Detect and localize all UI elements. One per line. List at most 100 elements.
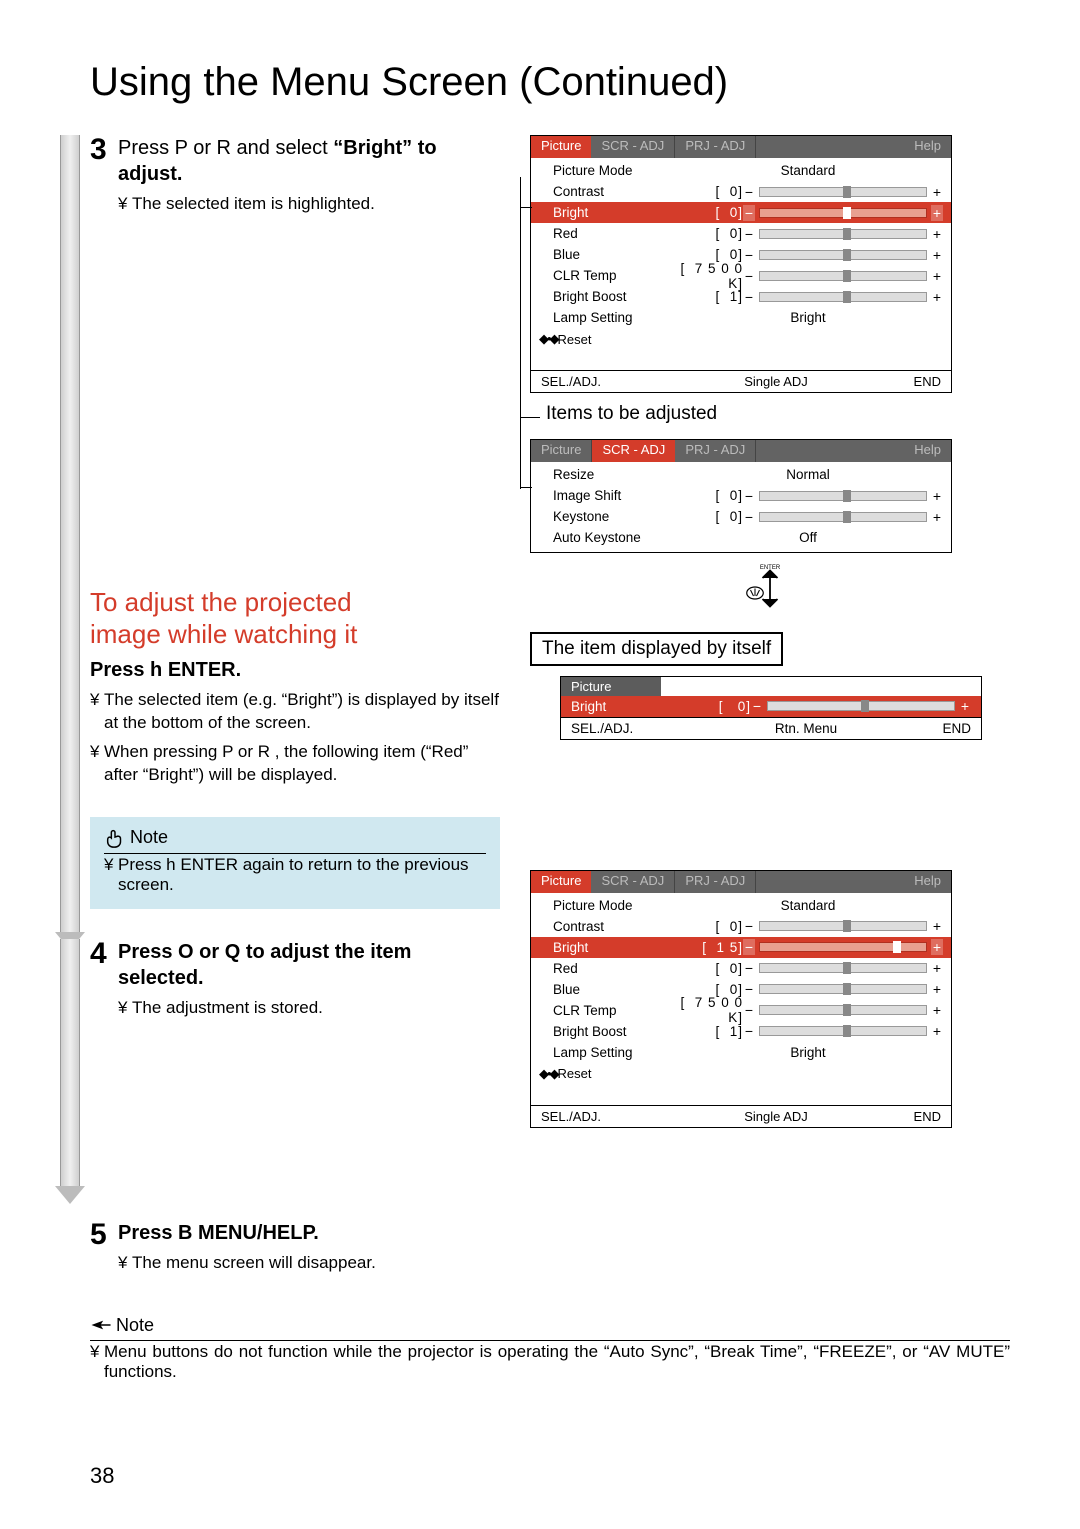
plus-icon[interactable]: + [931,1002,943,1018]
menu-tab[interactable]: PRJ - ADJ [675,440,756,462]
slider-handle[interactable] [843,490,851,502]
minus-icon[interactable]: − [751,698,763,714]
slider-handle[interactable] [843,249,851,261]
slider-handle[interactable] [843,270,851,282]
slider[interactable]: −+ [743,981,943,997]
reset-row[interactable]: ◆•◆Reset [539,328,943,350]
slider[interactable]: − + [751,698,971,714]
slider-bar[interactable] [767,701,955,711]
minus-icon[interactable]: − [743,960,755,976]
menu-row[interactable]: Auto KeystoneOff [539,527,943,548]
menu-row[interactable]: Bright Boost[ 1]−+ [539,1021,943,1042]
slider-bar[interactable] [759,1026,927,1036]
slider-handle[interactable] [843,920,851,932]
slider[interactable]: −+ [743,960,943,976]
minus-icon[interactable]: − [743,268,755,284]
slider[interactable]: −+ [743,509,943,525]
slider[interactable]: −+ [743,205,943,221]
menu-row[interactable]: CLR Temp[ 7 5 0 0 K]−+ [539,265,943,286]
slider-bar[interactable] [759,229,927,239]
slider[interactable]: −+ [743,939,943,955]
slider[interactable]: −+ [743,1023,943,1039]
slider[interactable]: −+ [743,488,943,504]
slider-handle[interactable] [843,511,851,523]
minus-icon[interactable]: − [743,1023,755,1039]
slider-bar[interactable] [759,921,927,931]
menu-row[interactable]: Picture ModeStandard [539,160,943,181]
menu-tab[interactable]: PRJ - ADJ [675,871,756,893]
plus-icon[interactable]: + [931,226,943,242]
plus-icon[interactable]: + [931,1023,943,1039]
slider[interactable]: −+ [743,918,943,934]
slider-bar[interactable] [759,208,927,218]
reset-row[interactable]: ◆•◆Reset [539,1063,943,1085]
slider[interactable]: −+ [743,1002,943,1018]
plus-icon[interactable]: + [931,960,943,976]
slider-handle[interactable] [843,983,851,995]
minus-icon[interactable]: − [743,981,755,997]
plus-icon[interactable]: + [931,205,943,221]
menu-row[interactable]: Lamp SettingBright [539,1042,943,1063]
minus-icon[interactable]: − [743,247,755,263]
slider-handle[interactable] [843,186,851,198]
slider[interactable]: −+ [743,247,943,263]
menu-tab[interactable]: Picture [531,136,591,158]
minus-icon[interactable]: − [743,184,755,200]
slider-bar[interactable] [759,187,927,197]
menu-tab[interactable]: SCR - ADJ [591,871,675,893]
plus-icon[interactable]: + [931,247,943,263]
plus-icon[interactable]: + [959,698,971,714]
menu-row[interactable]: Image Shift[ 0]−+ [539,485,943,506]
menu-tab[interactable]: Help [904,440,951,462]
menu-row[interactable]: Red[ 0]−+ [539,958,943,979]
minus-icon[interactable]: − [743,918,755,934]
minus-icon[interactable]: − [743,509,755,525]
plus-icon[interactable]: + [931,184,943,200]
slider-bar[interactable] [759,250,927,260]
slider-handle[interactable] [843,207,851,219]
minus-icon[interactable]: − [743,488,755,504]
minus-icon[interactable]: − [743,226,755,242]
menu-tab[interactable]: PRJ - ADJ [675,136,756,158]
slider-bar[interactable] [759,942,927,952]
minus-icon[interactable]: − [743,205,755,221]
slider-handle[interactable] [861,700,869,712]
slider-handle[interactable] [843,291,851,303]
slider-handle[interactable] [843,1004,851,1016]
slider[interactable]: −+ [743,226,943,242]
plus-icon[interactable]: + [931,981,943,997]
slider-bar[interactable] [759,292,927,302]
menu-row-highlight[interactable]: Bright[ 0]−+ [531,202,951,223]
menu-row[interactable]: Contrast[ 0]−+ [539,181,943,202]
menu-row[interactable]: Picture ModeStandard [539,895,943,916]
slider-bar[interactable] [759,984,927,994]
plus-icon[interactable]: + [931,268,943,284]
slider-handle[interactable] [843,962,851,974]
menu-row[interactable]: Red[ 0]−+ [539,223,943,244]
plus-icon[interactable]: + [931,488,943,504]
slider-handle[interactable] [843,228,851,240]
slider-handle[interactable] [843,1025,851,1037]
slider-bar[interactable] [759,1005,927,1015]
slider-bar[interactable] [759,491,927,501]
menu-row[interactable]: Contrast[ 0]−+ [539,916,943,937]
menu-row[interactable]: ResizeNormal [539,464,943,485]
slider[interactable]: −+ [743,184,943,200]
slider-bar[interactable] [759,271,927,281]
menu-tab[interactable]: Picture [531,871,591,893]
plus-icon[interactable]: + [931,939,943,955]
slider[interactable]: −+ [743,268,943,284]
menu-tab[interactable]: SCR - ADJ [592,440,675,462]
menu-row[interactable]: Lamp SettingBright [539,307,943,328]
menu-tab[interactable]: SCR - ADJ [591,136,675,158]
menu-row[interactable]: Keystone[ 0]−+ [539,506,943,527]
menu-tab[interactable]: Picture [531,440,592,462]
plus-icon[interactable]: + [931,289,943,305]
menu-row[interactable]: CLR Temp[ 7 5 0 0 K]−+ [539,1000,943,1021]
menu-row-highlight[interactable]: Bright[ 1 5]−+ [531,937,951,958]
menu-tab[interactable]: Help [904,871,951,893]
menu-row[interactable]: Bright Boost[ 1]−+ [539,286,943,307]
slider-handle[interactable] [893,941,901,953]
menu-tab[interactable]: Help [904,136,951,158]
plus-icon[interactable]: + [931,509,943,525]
